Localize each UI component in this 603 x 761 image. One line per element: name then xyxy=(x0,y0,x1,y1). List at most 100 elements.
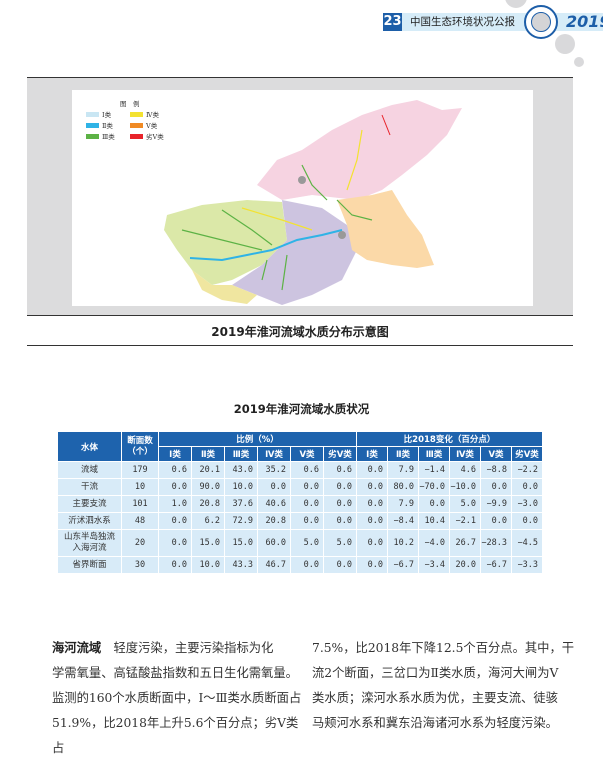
cell-ratio: 0.0 xyxy=(323,556,357,574)
cell-ratio: 0.0 xyxy=(158,529,192,557)
cell-water-body: 干流 xyxy=(57,478,122,496)
table-row: 沂沭泗水系 48 0.0 6.2 72.9 20.8 0.0 0.0 0.0 −8.4 10.4 −2… xyxy=(57,512,543,530)
cell-change: 80.0 xyxy=(387,478,419,496)
cell-change: 10.4 xyxy=(418,512,450,530)
col-class: Ⅰ类 xyxy=(356,446,388,462)
cell-ratio: 10.0 xyxy=(224,478,258,496)
table-row: 流域 179 0.6 20.1 43.0 35.2 0.6 0.6 0.0 7.9 −1.4 4.6−… xyxy=(57,461,543,479)
page-number: 23 xyxy=(383,13,402,31)
body-left-column: 海河流域 轻度污染，主要污染指标为化 学需氧量、高锰酸盐指数和五日生化需氧量。 … xyxy=(52,636,302,761)
col-class: Ⅴ类 xyxy=(480,446,512,462)
cell-ratio: 90.0 xyxy=(191,478,225,496)
cell-ratio: 35.2 xyxy=(257,461,291,479)
col-class: 劣Ⅴ类 xyxy=(323,446,357,462)
cell-change: 0.0 xyxy=(480,478,512,496)
table-row: 山东半岛独流入海河流 20 0.0 15.0 15.0 60.0 5.0 5.0 0.0 10.2… xyxy=(57,529,543,557)
section-heading: 海河流域 xyxy=(52,641,102,655)
cell-ratio: 20.8 xyxy=(257,512,291,530)
legend-label: Ⅴ类 xyxy=(146,122,158,130)
cell-change: −6.7 xyxy=(480,556,512,574)
cell-ratio: 0.0 xyxy=(290,478,324,496)
map-region-jiangsu xyxy=(337,190,434,268)
legend-swatch xyxy=(86,133,99,139)
cell-change: −9.9 xyxy=(480,495,512,513)
cell-ratio: 5.0 xyxy=(323,529,357,557)
cell-ratio: 0.0 xyxy=(290,495,324,513)
legend-swatch xyxy=(130,122,143,128)
text-line: 51.9%，比2018年上升5.6个百分点；劣Ⅴ类占 xyxy=(52,716,299,755)
cell-change: 0.0 xyxy=(418,495,450,513)
figure-caption: 2019年淮河流域水质分布示意图 xyxy=(27,318,573,346)
body-right-column: 7.5%，比2018年下降12.5个百分点。其中，干 流2个断面，三岔口为Ⅱ类水… xyxy=(312,636,582,736)
cell-water-body: 沂沭泗水系 xyxy=(57,512,122,530)
huaihe-basin-map xyxy=(164,100,462,305)
text-line: 类水质；滦河水系水质为优，主要支流、徒骇 xyxy=(312,691,558,705)
cell-count: 48 xyxy=(121,512,159,530)
cell-change: −70.0 xyxy=(418,478,450,496)
cell-count: 179 xyxy=(121,461,159,479)
cell-ratio: 0.6 xyxy=(323,461,357,479)
cell-count: 10 xyxy=(121,478,159,496)
cell-ratio: 0.0 xyxy=(290,556,324,574)
cell-change: 0.0 xyxy=(356,495,388,513)
legend-swatch xyxy=(86,111,99,117)
cell-ratio: 43.0 xyxy=(224,461,258,479)
legend-title: 图 例 xyxy=(120,100,140,108)
col-class: Ⅲ类 xyxy=(224,446,258,462)
table-row: 省界断面 30 0.0 10.0 43.3 46.7 0.0 0.0 0.0 −6.7 −3.4 20… xyxy=(57,556,543,574)
river-main xyxy=(189,229,343,262)
cell-count: 30 xyxy=(121,556,159,574)
cell-change: 0.0 xyxy=(356,461,388,479)
table-title: 2019年淮河流域水质状况 xyxy=(233,402,370,416)
city-marker xyxy=(298,176,306,184)
text-line: 监测的160个水质断面中，Ⅰ～Ⅲ类水质断面占 xyxy=(52,691,302,705)
text-line: 轻度污染，主要污染指标为化 xyxy=(101,641,274,655)
city-marker xyxy=(338,231,346,239)
map-region-southwest xyxy=(192,270,257,304)
text-line: 流2个断面，三岔口为Ⅱ类水质，海河大闸为Ⅴ xyxy=(312,666,559,680)
cell-water-body: 主要支流 xyxy=(57,495,122,513)
col-class: Ⅴ类 xyxy=(290,446,324,462)
cell-water-body: 山东半岛独流入海河流 xyxy=(57,529,122,557)
legend-item: Ⅱ类 xyxy=(86,120,113,130)
map-region-north-henan xyxy=(164,200,287,285)
legend-swatch xyxy=(130,111,143,117)
cell-change: 4.6 xyxy=(449,461,481,479)
table-row: 主要支流 101 1.0 20.8 37.6 40.6 0.0 0.0 0.0 7.9 0.0 5.0… xyxy=(57,495,543,513)
cell-change: −8.4 xyxy=(387,512,419,530)
legend-item: Ⅰ类 xyxy=(86,109,111,119)
cell-change: −3.0 xyxy=(511,495,543,513)
legend-label: 劣Ⅴ类 xyxy=(146,133,164,141)
cell-change: −6.7 xyxy=(387,556,419,574)
cell-change: 7.9 xyxy=(387,495,419,513)
cell-ratio: 0.0 xyxy=(158,556,192,574)
cell-water-body: 流域 xyxy=(57,461,122,479)
cell-ratio: 0.0 xyxy=(290,512,324,530)
col-water-body: 水体 xyxy=(57,431,122,462)
cell-ratio: 15.0 xyxy=(224,529,258,557)
cell-ratio: 5.0 xyxy=(290,529,324,557)
publication-title: 中国生态环境状况公报 xyxy=(410,16,515,28)
cell-change: −2.2 xyxy=(511,461,543,479)
cell-ratio: 0.0 xyxy=(158,512,192,530)
col-class: Ⅱ类 xyxy=(387,446,419,462)
legend-swatch xyxy=(86,122,99,128)
cell-change: −3.3 xyxy=(511,556,543,574)
legend-item: 劣Ⅴ类 xyxy=(130,131,164,141)
cell-change: 7.9 xyxy=(387,461,419,479)
cell-ratio: 0.0 xyxy=(158,478,192,496)
col-class: Ⅳ类 xyxy=(449,446,481,462)
cell-change: −28.3 xyxy=(480,529,512,557)
cell-change: 0.0 xyxy=(356,529,388,557)
col-class: 劣Ⅴ类 xyxy=(511,446,543,462)
cell-change: 0.0 xyxy=(356,478,388,496)
text-line: 7.5%，比2018年下降12.5个百分点。其中，干 xyxy=(312,641,575,655)
cell-ratio: 15.0 xyxy=(191,529,225,557)
col-class: Ⅲ类 xyxy=(418,446,450,462)
cell-change: 20.0 xyxy=(449,556,481,574)
decor-circle xyxy=(555,34,575,54)
header-year: 2019 xyxy=(566,12,603,31)
cell-ratio: 60.0 xyxy=(257,529,291,557)
legend-label: Ⅰ类 xyxy=(102,111,112,119)
cell-ratio: 10.0 xyxy=(191,556,225,574)
